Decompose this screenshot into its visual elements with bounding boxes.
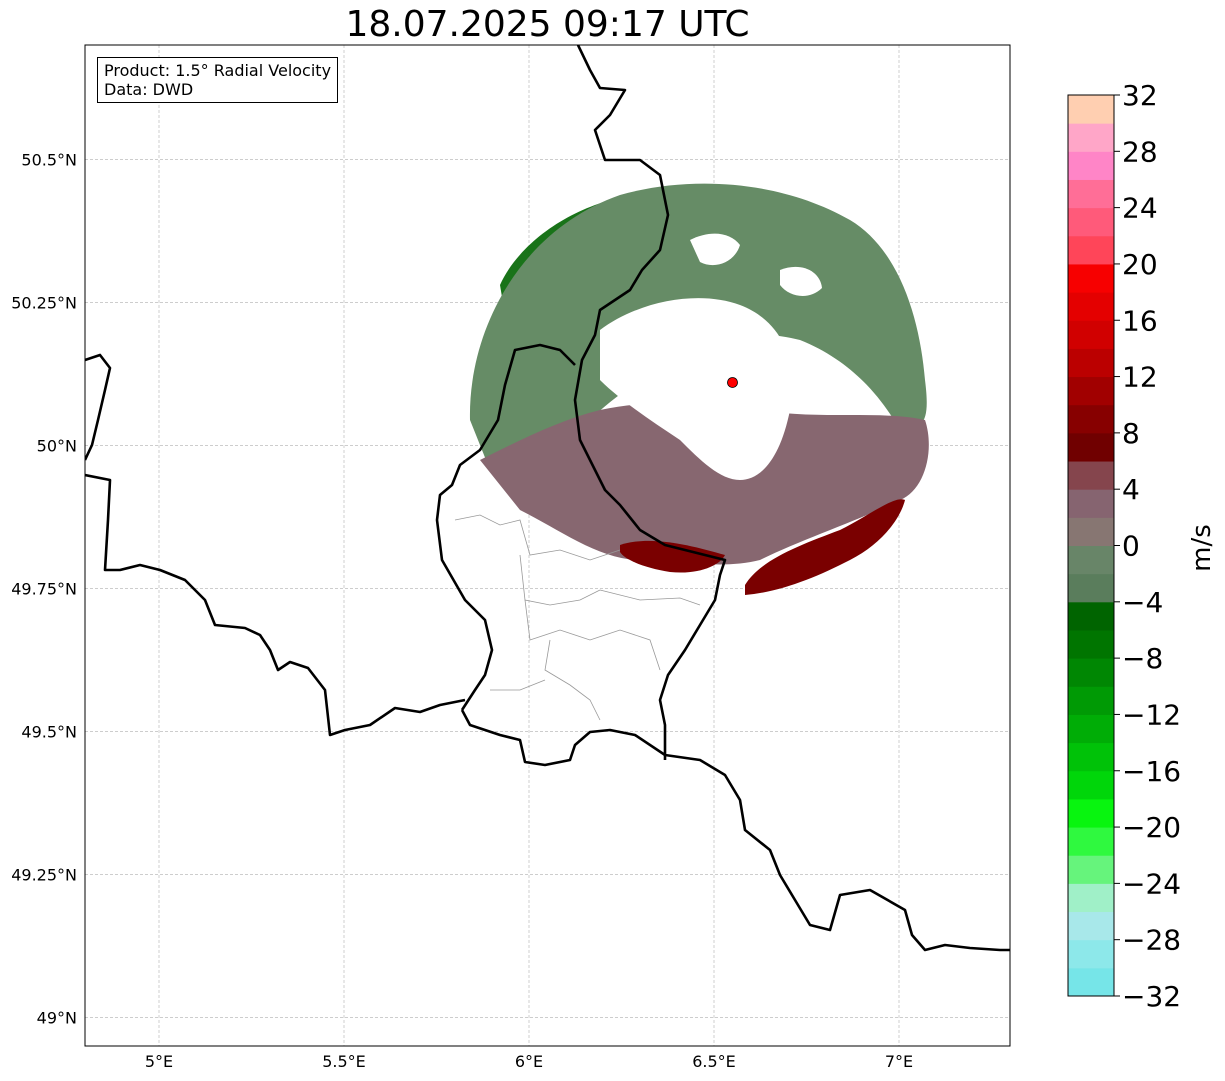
colorbar-swatch <box>1068 883 1114 913</box>
colorbar-ticks: −32 −28 −24 −20 −16 −12 −8 −4 0 4 8 12 16 20 24 28 32 <box>1114 79 1181 1013</box>
radar-site-marker <box>727 377 738 388</box>
colorbar-swatch <box>1068 939 1114 969</box>
colorbar-tick-label: 32 <box>1122 79 1158 112</box>
colorbar-tick-label: −4 <box>1122 586 1163 619</box>
colorbar-swatch <box>1068 911 1114 941</box>
border-luxembourg-france <box>460 709 1010 952</box>
outbound-strong-echo <box>745 499 905 595</box>
lon-tick-label: 6.5°E <box>692 1052 736 1071</box>
colorbar-swatch <box>1068 263 1114 293</box>
colorbar-swatch <box>1068 714 1114 744</box>
colorbar-swatch <box>1068 95 1114 124</box>
colorbar-swatch <box>1068 461 1114 490</box>
colorbar-tick-label: −8 <box>1122 642 1163 675</box>
colorbar-tick-label: −28 <box>1122 924 1181 957</box>
colorbar-tick-label: 28 <box>1122 135 1158 168</box>
colorbar-swatch <box>1068 742 1114 772</box>
lon-tick-label: 5.5°E <box>322 1052 366 1071</box>
colorbar-swatch <box>1068 179 1114 209</box>
border-nl-belgium <box>85 353 112 461</box>
colorbar-swatch <box>1068 798 1114 828</box>
colorbar-tick-label: 16 <box>1122 304 1158 337</box>
source-text: Data: DWD <box>104 80 194 99</box>
axis-tick-labels: 5°E 5.5°E 6°E 6.5°E 7°E 50.5°N 50.25°N 50°N 49.7… <box>11 150 913 1071</box>
colorbar-swatches <box>1068 95 1114 997</box>
outbound-strong-echo-west <box>620 540 725 573</box>
colorbar-swatch <box>1068 151 1114 180</box>
colorbar-tick-label: 0 <box>1122 530 1140 563</box>
colorbar-tick-label: 8 <box>1122 417 1140 450</box>
colorbar-swatch <box>1068 123 1114 152</box>
product-text: Product: 1.5° Radial Velocity <box>104 61 332 80</box>
radar-velocity-field <box>469 183 929 595</box>
colorbar-swatch <box>1068 855 1114 884</box>
map-frame <box>84 44 1011 1047</box>
outbound-weak-echo <box>480 402 929 565</box>
map-title: 18.07.2025 09:17 UTC <box>345 4 750 45</box>
lux-admin-borders <box>454 514 701 721</box>
no-echo-area-3 <box>780 266 822 296</box>
colorbar-swatch <box>1068 207 1114 237</box>
colorbar-tick-label: −32 <box>1122 980 1181 1013</box>
colorbar-swatch <box>1068 320 1114 349</box>
colorbar-tick-label: 4 <box>1122 473 1140 506</box>
colorbar-tick-label: 20 <box>1122 248 1158 281</box>
no-echo-area-2 <box>690 233 740 266</box>
lat-tick-label: 50.5°N <box>21 150 77 169</box>
colorbar-swatch <box>1068 432 1114 462</box>
colorbar-tick-label: −16 <box>1122 755 1181 788</box>
colorbar-tick-label: −12 <box>1122 698 1181 731</box>
colorbar-swatch <box>1068 573 1114 603</box>
colorbar-swatch <box>1068 489 1114 518</box>
colorbar-swatch <box>1068 545 1114 575</box>
colorbar-swatch <box>1068 601 1114 631</box>
colorbar-tick-label: 12 <box>1122 361 1158 394</box>
no-echo-area <box>600 298 793 480</box>
lat-tick-label: 49.75°N <box>11 579 77 598</box>
border-france-belgium <box>85 473 466 737</box>
lon-tick-label: 6°E <box>515 1052 543 1071</box>
colorbar-swatch <box>1068 376 1114 406</box>
colorbar-swatch <box>1068 404 1114 434</box>
lat-tick-label: 49°N <box>37 1008 77 1027</box>
colorbar-tick-label: 24 <box>1122 192 1158 225</box>
colorbar-swatch <box>1068 629 1114 659</box>
lat-tick-label: 49.25°N <box>11 865 77 884</box>
colorbar-swatch <box>1068 235 1114 265</box>
colorbar-swatch <box>1068 292 1114 321</box>
colorbar-swatch <box>1068 967 1114 997</box>
colorbar-swatch <box>1068 517 1114 546</box>
colorbar-swatch <box>1068 686 1114 715</box>
colorbar-tick-label: −20 <box>1122 811 1181 844</box>
lat-tick-label: 49.5°N <box>21 722 77 741</box>
info-box: Product: 1.5° Radial Velocity Data: DWD <box>97 57 339 103</box>
lon-tick-label: 7°E <box>885 1052 913 1071</box>
lat-tick-label: 50.25°N <box>11 293 77 312</box>
lat-tick-label: 50°N <box>37 436 77 455</box>
border-belgium-luxembourg <box>435 343 576 711</box>
colorbar-tick-label: −24 <box>1122 867 1181 900</box>
border-germany-belgium-north <box>573 45 727 760</box>
colorbar-swatch <box>1068 658 1114 687</box>
lon-tick-label: 5°E <box>145 1052 173 1071</box>
colorbar-swatch <box>1068 348 1114 378</box>
colorbar-swatch <box>1068 827 1114 856</box>
country-borders <box>85 45 1010 952</box>
colorbar-swatch <box>1068 770 1114 800</box>
colorbar-label: m/s <box>1187 524 1217 572</box>
